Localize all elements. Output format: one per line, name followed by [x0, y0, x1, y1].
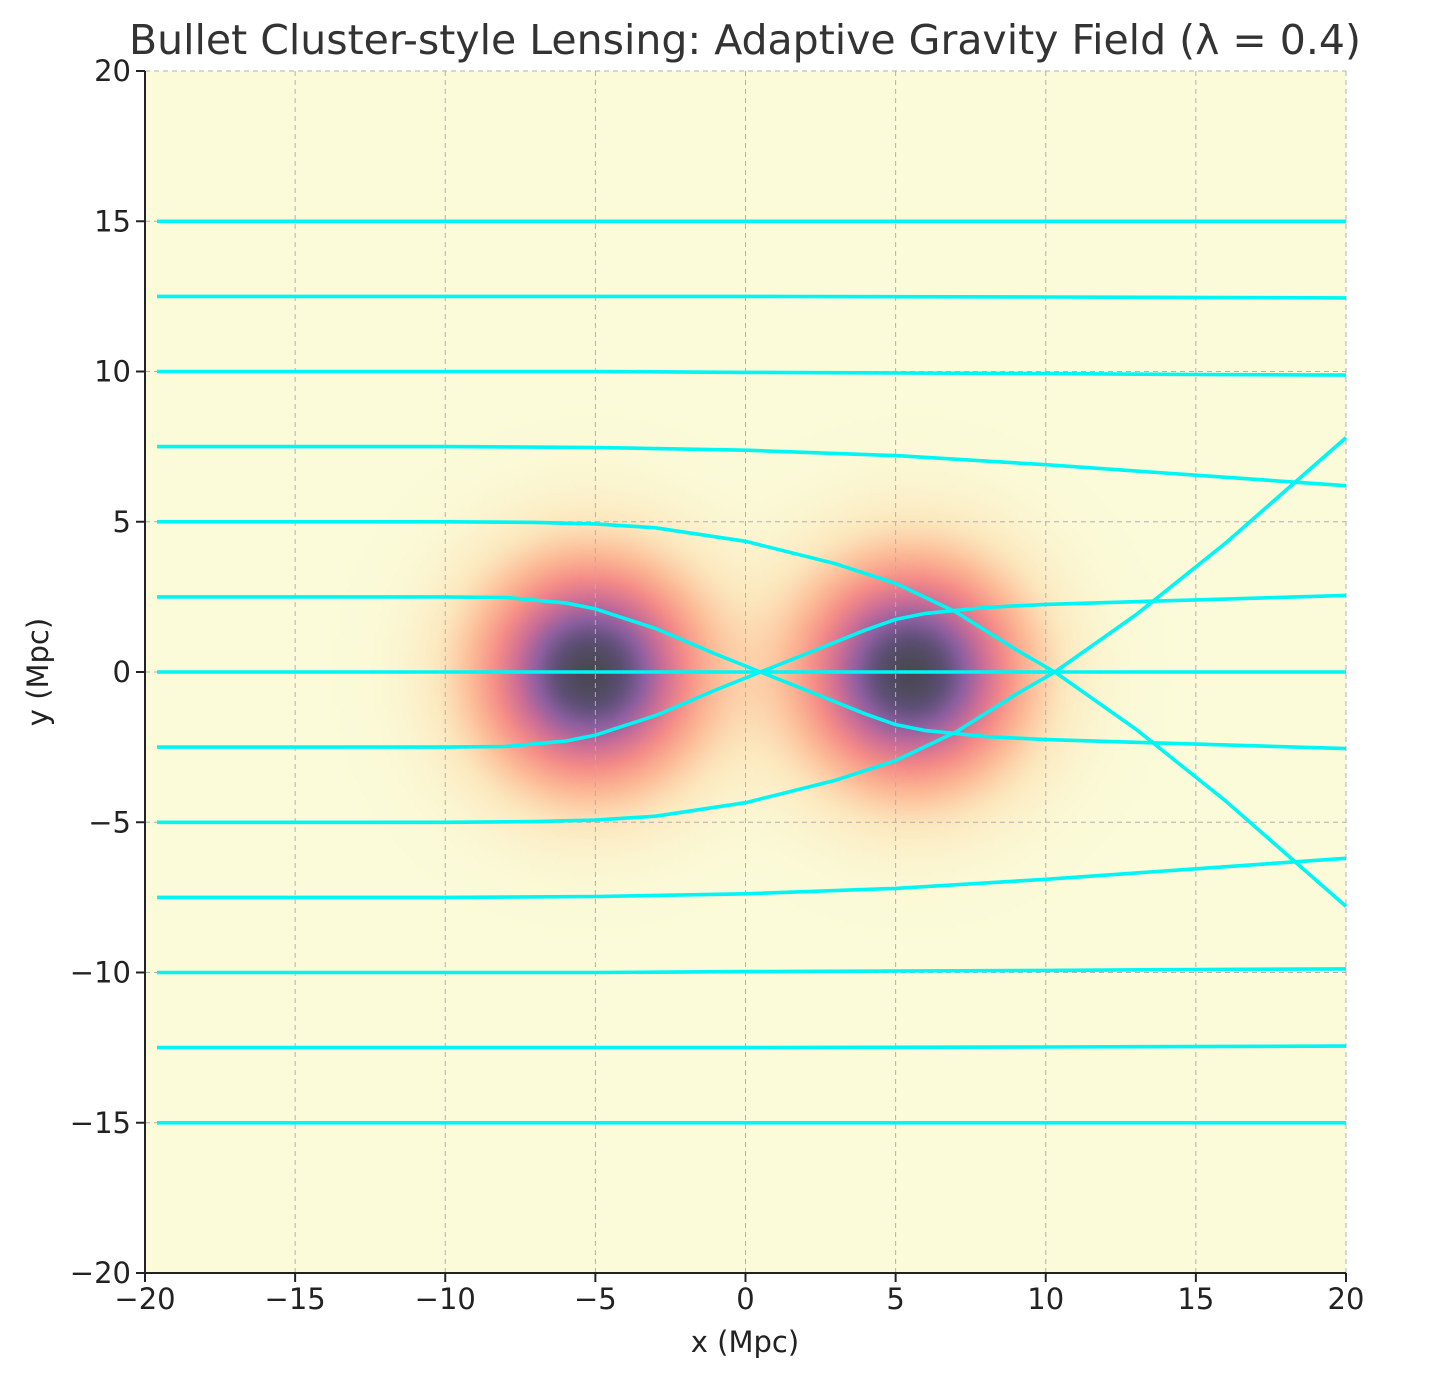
x-axis-label: x (Mpc) — [691, 1325, 799, 1359]
y-tick-label: −20 — [70, 1256, 131, 1290]
x-tick-label: 10 — [1027, 1282, 1064, 1316]
light-ray-9 — [157, 856, 1347, 900]
light-ray-5 — [157, 595, 1347, 751]
x-tick-label: −20 — [114, 1282, 175, 1316]
x-tick-label: −15 — [265, 1282, 326, 1316]
x-tick-label: −5 — [574, 1282, 617, 1316]
light-ray-1 — [157, 294, 1347, 300]
y-tick-label: 10 — [94, 355, 131, 389]
x-tick-label: 15 — [1177, 1282, 1214, 1316]
x-tick-label: 20 — [1328, 1282, 1365, 1316]
y-tick-label: 20 — [94, 54, 131, 88]
light-ray-8 — [157, 436, 1348, 825]
x-tick-label: 0 — [736, 1282, 754, 1316]
y-tick-label: 0 — [113, 655, 131, 689]
x-tick-label: 5 — [886, 1282, 904, 1316]
light-ray-4 — [157, 520, 1348, 908]
y-tick-label: −15 — [70, 1106, 131, 1140]
y-axis-label: y (Mpc) — [21, 618, 55, 726]
light-ray-10 — [157, 967, 1347, 975]
y-tick-label: 5 — [113, 505, 131, 539]
y-tick-label: −5 — [88, 805, 131, 839]
plot-area: −20 −15 −10 −5 0 5 10 15 20 −20 −15 −10 −5 0 5 10 15 20 — [70, 54, 1365, 1316]
x-tick-label: −10 — [415, 1282, 476, 1316]
light-ray-3 — [157, 444, 1347, 488]
y-tick-label: −10 — [70, 956, 131, 990]
light-ray-11 — [157, 1044, 1347, 1050]
light-ray-7 — [157, 593, 1347, 749]
y-tick-label: 15 — [94, 204, 131, 238]
light-ray-2 — [157, 369, 1347, 377]
chart-title: Bullet Cluster-style Lensing: Adaptive G… — [129, 16, 1361, 64]
